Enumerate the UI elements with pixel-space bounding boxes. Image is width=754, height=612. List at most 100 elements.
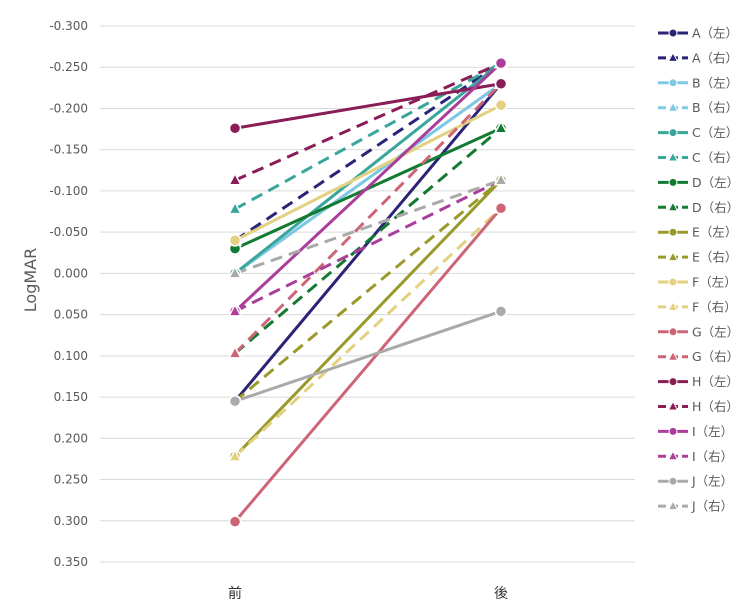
x-tick-label: 後 (494, 586, 508, 602)
legend-label: C（左） (692, 125, 738, 140)
legend-label: B（右） (692, 100, 738, 115)
legend-marker (668, 78, 678, 88)
gridlines (100, 25, 635, 563)
series-markers (227, 55, 509, 528)
legend-item: J（右） (658, 499, 733, 514)
legend-item: J（左） (658, 474, 733, 489)
series-line (234, 178, 502, 313)
series-line (233, 207, 503, 523)
data-point (228, 515, 242, 528)
data-point (227, 448, 243, 462)
series-line (233, 62, 503, 313)
legend-label: H（右） (692, 399, 739, 414)
data-point (227, 172, 243, 186)
legend-label: F（左） (692, 275, 737, 290)
y-tick-label: -0.300 (49, 19, 88, 33)
series-lines (233, 61, 503, 523)
legend-item: H（左） (658, 374, 739, 389)
legend-marker (667, 400, 679, 411)
y-tick-label: 0.300 (54, 514, 88, 528)
y-axis-label: LogMAR (21, 248, 40, 312)
series-line (234, 178, 502, 275)
x-axis-ticks: 前後 (228, 585, 508, 602)
legend-item: A（右） (658, 50, 738, 65)
series-line (234, 61, 502, 275)
series-line (234, 82, 502, 275)
y-tick-label: 0.350 (54, 555, 88, 569)
y-tick-label: -0.150 (49, 143, 88, 157)
data-point (494, 201, 508, 215)
y-tick-label: 0.000 (54, 266, 88, 280)
legend-item: H（右） (658, 399, 739, 414)
legend-item: I（右） (658, 449, 733, 464)
legend-label: D（左） (692, 175, 739, 190)
legend-marker (668, 277, 678, 287)
legend-item: B（左） (658, 75, 738, 90)
series-line (234, 103, 502, 242)
legend-item: G（右） (658, 349, 739, 364)
data-point (228, 394, 242, 408)
y-tick-label: 0.150 (54, 390, 88, 404)
legend-item: B（右） (658, 100, 738, 115)
data-point (228, 234, 242, 247)
legend-item: G（左） (658, 324, 739, 339)
legend-item: F（左） (658, 275, 737, 290)
data-point (493, 120, 509, 134)
y-tick-label: -0.050 (49, 225, 88, 239)
legend-item: A（左） (658, 26, 738, 41)
legend-marker (668, 128, 678, 138)
data-point (494, 56, 508, 70)
legend-label: E（右） (692, 250, 737, 265)
legend-item: D（右） (658, 200, 739, 215)
legend-item: C（左） (658, 125, 738, 140)
data-point (227, 200, 243, 215)
data-point (227, 345, 243, 359)
legend-label: G（右） (692, 349, 739, 364)
legend: A（左） A（右） B（左） B（右） C（左） C（右） D（左） D（右） E（左） E（右）… (658, 26, 739, 514)
data-point (227, 265, 243, 279)
legend-marker (668, 377, 678, 387)
series-line (233, 179, 503, 458)
data-point (494, 98, 508, 112)
y-tick-label: 0.100 (54, 349, 88, 363)
legend-item: C（右） (658, 150, 738, 165)
legend-marker (667, 350, 679, 361)
legend-marker (668, 327, 678, 337)
series-line (234, 179, 502, 403)
legend-label: D（右） (692, 200, 739, 215)
legend-label: I（右） (692, 449, 733, 464)
legend-label: F（右） (692, 299, 737, 314)
legend-marker (667, 151, 679, 162)
data-point (494, 77, 508, 90)
legend-marker (667, 51, 679, 62)
legend-marker (668, 28, 678, 38)
data-point (227, 303, 243, 317)
y-tick-label: 0.200 (54, 431, 88, 445)
legend-label: J（左） (691, 474, 733, 489)
legend-label: I（左） (692, 424, 733, 439)
legend-marker (668, 476, 678, 486)
legend-item: E（右） (658, 250, 737, 265)
y-tick-label: -0.250 (49, 60, 88, 74)
legend-label: C（右） (692, 150, 738, 165)
series-line (234, 61, 502, 182)
series-line (233, 82, 503, 355)
series-line (234, 309, 502, 403)
legend-marker (667, 251, 679, 262)
legend-marker (667, 500, 679, 511)
data-point (228, 122, 242, 135)
y-tick-label: 0.250 (54, 473, 88, 487)
y-tick-label: 0.050 (54, 308, 88, 322)
legend-label: A（左） (692, 26, 738, 41)
legend-item: D（左） (658, 175, 739, 190)
legend-label: E（左） (692, 225, 737, 240)
legend-marker (668, 177, 678, 187)
legend-label: A（右） (692, 50, 738, 65)
series-line (234, 82, 502, 130)
legend-marker (667, 101, 679, 112)
legend-marker (667, 300, 679, 311)
y-tick-label: -0.100 (49, 184, 88, 198)
legend-marker (668, 227, 678, 237)
series-line (233, 207, 503, 458)
